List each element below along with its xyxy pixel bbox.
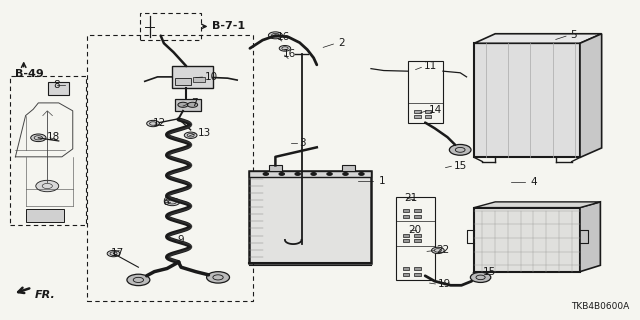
FancyBboxPatch shape <box>414 215 420 218</box>
Text: 3: 3 <box>300 138 306 148</box>
Circle shape <box>431 247 444 253</box>
Circle shape <box>359 173 364 175</box>
FancyBboxPatch shape <box>248 171 371 178</box>
Text: 9: 9 <box>177 235 184 245</box>
FancyBboxPatch shape <box>403 267 409 270</box>
FancyBboxPatch shape <box>414 267 420 270</box>
Circle shape <box>164 198 180 206</box>
Text: 17: 17 <box>111 248 124 258</box>
FancyBboxPatch shape <box>403 273 409 276</box>
FancyBboxPatch shape <box>269 165 282 171</box>
Text: 4: 4 <box>531 177 537 187</box>
Circle shape <box>327 173 332 175</box>
Circle shape <box>295 173 300 175</box>
Text: 8: 8 <box>54 80 60 91</box>
Text: 19: 19 <box>438 279 451 289</box>
Text: B-7-1: B-7-1 <box>212 21 245 31</box>
Circle shape <box>188 102 198 107</box>
Circle shape <box>178 102 188 107</box>
Polygon shape <box>580 202 600 272</box>
FancyBboxPatch shape <box>414 273 420 276</box>
Circle shape <box>184 132 197 139</box>
Text: 2: 2 <box>338 38 344 48</box>
FancyBboxPatch shape <box>403 234 409 237</box>
Text: TKB4B0600A: TKB4B0600A <box>571 302 629 311</box>
Text: 1: 1 <box>380 176 386 186</box>
Polygon shape <box>474 34 602 43</box>
Polygon shape <box>474 202 600 208</box>
Polygon shape <box>580 34 602 157</box>
Circle shape <box>311 173 316 175</box>
Text: 15: 15 <box>483 267 496 277</box>
FancyBboxPatch shape <box>414 209 420 212</box>
FancyBboxPatch shape <box>424 110 431 113</box>
Circle shape <box>268 32 282 39</box>
FancyBboxPatch shape <box>403 209 409 212</box>
FancyBboxPatch shape <box>175 99 202 111</box>
Circle shape <box>449 144 471 155</box>
Text: 18: 18 <box>47 132 61 142</box>
FancyBboxPatch shape <box>414 239 420 243</box>
Text: FR.: FR. <box>35 290 55 300</box>
FancyBboxPatch shape <box>48 82 69 95</box>
FancyBboxPatch shape <box>424 115 431 118</box>
Text: 21: 21 <box>404 193 417 203</box>
Circle shape <box>279 45 291 51</box>
Circle shape <box>263 173 268 175</box>
Circle shape <box>107 251 120 257</box>
FancyBboxPatch shape <box>414 110 420 113</box>
Text: 5: 5 <box>570 30 577 40</box>
Text: 16: 16 <box>276 32 290 42</box>
Circle shape <box>147 120 159 127</box>
Circle shape <box>127 274 150 286</box>
Text: 11: 11 <box>424 61 437 71</box>
FancyBboxPatch shape <box>175 77 191 85</box>
FancyBboxPatch shape <box>172 66 213 88</box>
FancyBboxPatch shape <box>193 76 205 82</box>
FancyBboxPatch shape <box>26 209 64 222</box>
FancyBboxPatch shape <box>342 165 355 171</box>
Text: 15: 15 <box>454 161 467 171</box>
Text: 6: 6 <box>162 197 168 207</box>
Text: 22: 22 <box>436 245 450 255</box>
Circle shape <box>207 272 230 283</box>
FancyBboxPatch shape <box>414 115 420 118</box>
FancyBboxPatch shape <box>414 234 420 237</box>
FancyBboxPatch shape <box>403 239 409 243</box>
Circle shape <box>279 173 284 175</box>
FancyBboxPatch shape <box>474 43 580 157</box>
Text: B-49: B-49 <box>15 69 44 79</box>
Text: 13: 13 <box>198 128 211 138</box>
FancyBboxPatch shape <box>474 208 580 272</box>
FancyBboxPatch shape <box>403 215 409 218</box>
Text: 7: 7 <box>191 98 197 108</box>
Text: 16: 16 <box>283 49 296 59</box>
Circle shape <box>36 180 59 192</box>
Circle shape <box>31 134 46 142</box>
Text: 14: 14 <box>429 105 442 115</box>
Circle shape <box>343 173 348 175</box>
Circle shape <box>470 272 491 283</box>
Text: 20: 20 <box>408 225 421 236</box>
Text: 10: 10 <box>205 72 218 82</box>
FancyBboxPatch shape <box>248 171 371 263</box>
Text: 12: 12 <box>153 117 166 128</box>
